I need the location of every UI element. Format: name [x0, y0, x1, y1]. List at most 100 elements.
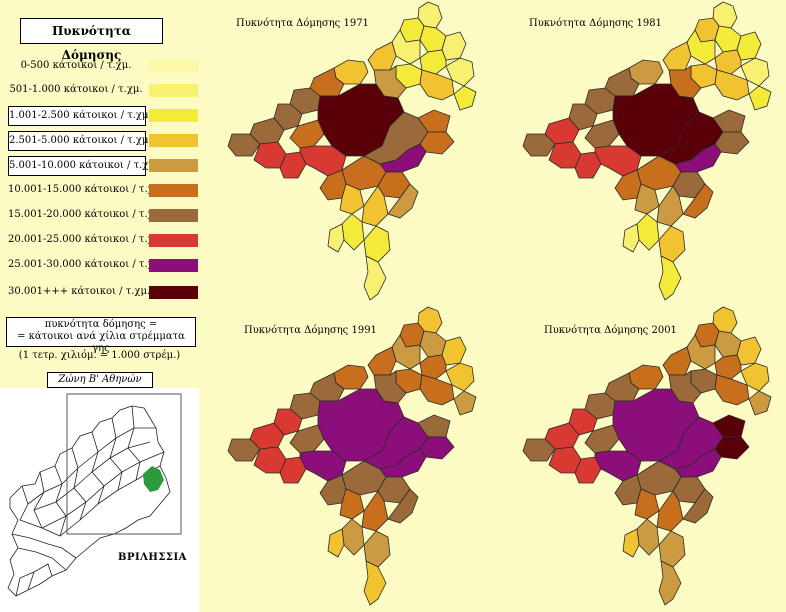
municipality-region — [299, 450, 347, 482]
municipality-region — [522, 438, 556, 462]
municipality-region — [441, 31, 467, 61]
municipality-region — [714, 69, 750, 101]
definition-line: = κάτοικοι ανά χίλια στρέμματα γης — [17, 331, 185, 354]
municipality-region — [636, 213, 660, 251]
municipality-region — [736, 336, 762, 366]
municipality-region — [367, 346, 397, 376]
municipality-region — [419, 25, 447, 53]
municipality-region — [658, 560, 682, 606]
legend-swatch — [149, 60, 198, 73]
legend-item-label: 5.001-10.000 κάτοικοι / τ.χμ — [8, 156, 155, 176]
map-title-1981: Πυκνότητα Δόμησης 1981 — [529, 18, 662, 29]
legend-item-label: 1.001-2.500 κάτοικοι / τ.χμ. — [8, 106, 152, 126]
municipality-region — [341, 213, 365, 251]
municipality-region — [614, 474, 642, 506]
municipality-region — [327, 223, 345, 253]
municipality-region — [748, 390, 772, 416]
municipality-region — [714, 25, 742, 53]
definition-line: πυκνότητα δόμησης = — [44, 319, 158, 330]
municipality-region — [363, 560, 387, 606]
legend-item: 2.501-5.000 κάτοικοι / τ.χμ. — [8, 131, 198, 151]
municipality-region — [522, 133, 556, 157]
legend-item: 25.001-30.000 κάτοικοι / τ.χμ — [8, 256, 198, 274]
municipality-region — [453, 85, 477, 111]
legend-item: 1.001-2.500 κάτοικοι / τ.χμ. — [8, 106, 198, 126]
municipality-region — [658, 255, 682, 301]
legend-title: Πυκνότητα Δόμησης — [20, 18, 163, 62]
legend-item: 30.001+++ κάτοικοι / τ.χμ. — [8, 283, 198, 301]
municipality-region — [712, 109, 746, 133]
municipality-region — [714, 49, 742, 75]
municipality-region — [682, 183, 714, 219]
inset-municipality-outlines — [7, 405, 171, 597]
legend-item-label: 2.501-5.000 κάτοικοι / τ.χμ. — [8, 131, 152, 151]
municipality-region — [594, 450, 642, 482]
unit-conversion-note: (1 τετρ. χιλιόμ. = 1.000 στρέμ.) — [18, 350, 181, 361]
legend-swatch — [149, 184, 198, 197]
legend-item-label: 20.001-25.000 κάτοικοι / τ.χμ — [8, 234, 161, 245]
legend-swatch — [149, 259, 198, 272]
municipality-region — [417, 109, 451, 133]
maps-panel: Πυκνότητα Δόμησης 1971 Πυκνότητα Δόμησης… — [199, 0, 786, 612]
locator-inset-map — [0, 388, 199, 612]
legend-swatch — [149, 134, 198, 147]
legend-item: 15.001-20.000 κάτοικοι / τ.χμ — [8, 206, 198, 224]
municipality-region — [417, 414, 451, 438]
legend-item: 5.001-10.000 κάτοικοι / τ.χμ — [8, 156, 198, 176]
legend-item-label: 501-1.000 κάτοικοι / τ.χμ. — [9, 84, 143, 95]
municipality-region — [363, 255, 387, 301]
municipality-region — [227, 133, 261, 157]
municipality-region — [453, 390, 477, 416]
municipality-region — [594, 145, 642, 177]
municipality-region — [341, 518, 365, 556]
legend-item: 0-500 κάτοικοι / τ.χμ. — [8, 57, 198, 75]
density-definition: πυκνότητα δόμησης = = κάτοικοι ανά χίλια… — [6, 317, 196, 354]
municipality-region — [419, 354, 447, 380]
highlighted-municipality — [143, 466, 164, 492]
density-map-1971 — [227, 1, 477, 301]
municipality-region — [387, 183, 419, 219]
legend-panel: Πυκνότητα Δόμησης 0-500 κάτοικοι / τ.χμ.… — [0, 0, 199, 612]
municipality-region — [319, 474, 347, 506]
municipality-region — [387, 488, 419, 524]
map-title-1971: Πυκνότητα Δόμησης 1971 — [236, 18, 369, 29]
density-map-1981 — [522, 1, 772, 301]
municipality-region — [714, 354, 742, 380]
municipality-region — [662, 346, 692, 376]
density-map-1991 — [227, 306, 477, 606]
municipality-region — [614, 169, 642, 201]
municipality-region — [319, 169, 347, 201]
municipality-region — [419, 330, 447, 358]
municipality-region — [682, 488, 714, 524]
municipality-region — [419, 49, 447, 75]
municipality-region — [419, 69, 455, 101]
municipality-region — [714, 374, 750, 406]
legend-swatch — [149, 209, 198, 222]
municipality-region — [327, 528, 345, 558]
legend-item: 10.001-15.000 κάτοικοι / τ.χμ — [8, 181, 198, 199]
municipality-region — [714, 330, 742, 358]
municipality-region — [299, 145, 347, 177]
legend-item-label: 25.001-30.000 κάτοικοι / τ.χμ — [8, 259, 161, 270]
legend-item-label: 0-500 κάτοικοι / τ.χμ. — [20, 60, 132, 71]
legend-item: 501-1.000 κάτοικοι / τ.χμ. — [8, 81, 198, 99]
municipality-region — [227, 438, 261, 462]
legend-item-label: 10.001-15.000 κάτοικοι / τ.χμ — [8, 184, 161, 195]
density-map-2001 — [522, 306, 772, 606]
municipality-region — [441, 336, 467, 366]
legend-swatch — [149, 159, 198, 172]
legend-swatch — [149, 234, 198, 247]
municipality-region — [748, 85, 772, 111]
municipality-region — [622, 528, 640, 558]
legend-item-label: 30.001+++ κάτοικοι / τ.χμ. — [8, 286, 151, 297]
map-title-2001: Πυκνότητα Δόμησης 2001 — [544, 325, 677, 336]
legend-item-label: 15.001-20.000 κάτοικοι / τ.χμ — [8, 209, 161, 220]
legend-item: 20.001-25.000 κάτοικοι / τ.χμ — [8, 231, 198, 249]
legend-swatch — [149, 84, 198, 97]
municipality-region — [622, 223, 640, 253]
map-title-1991: Πυκνότητα Δόμησης 1991 — [244, 325, 377, 336]
inset-label: ΒΡΙΛΗΣΣΙΑ — [118, 552, 187, 563]
municipality-region — [712, 414, 746, 438]
municipality-region — [419, 374, 455, 406]
inset-zone-frame — [66, 393, 182, 535]
